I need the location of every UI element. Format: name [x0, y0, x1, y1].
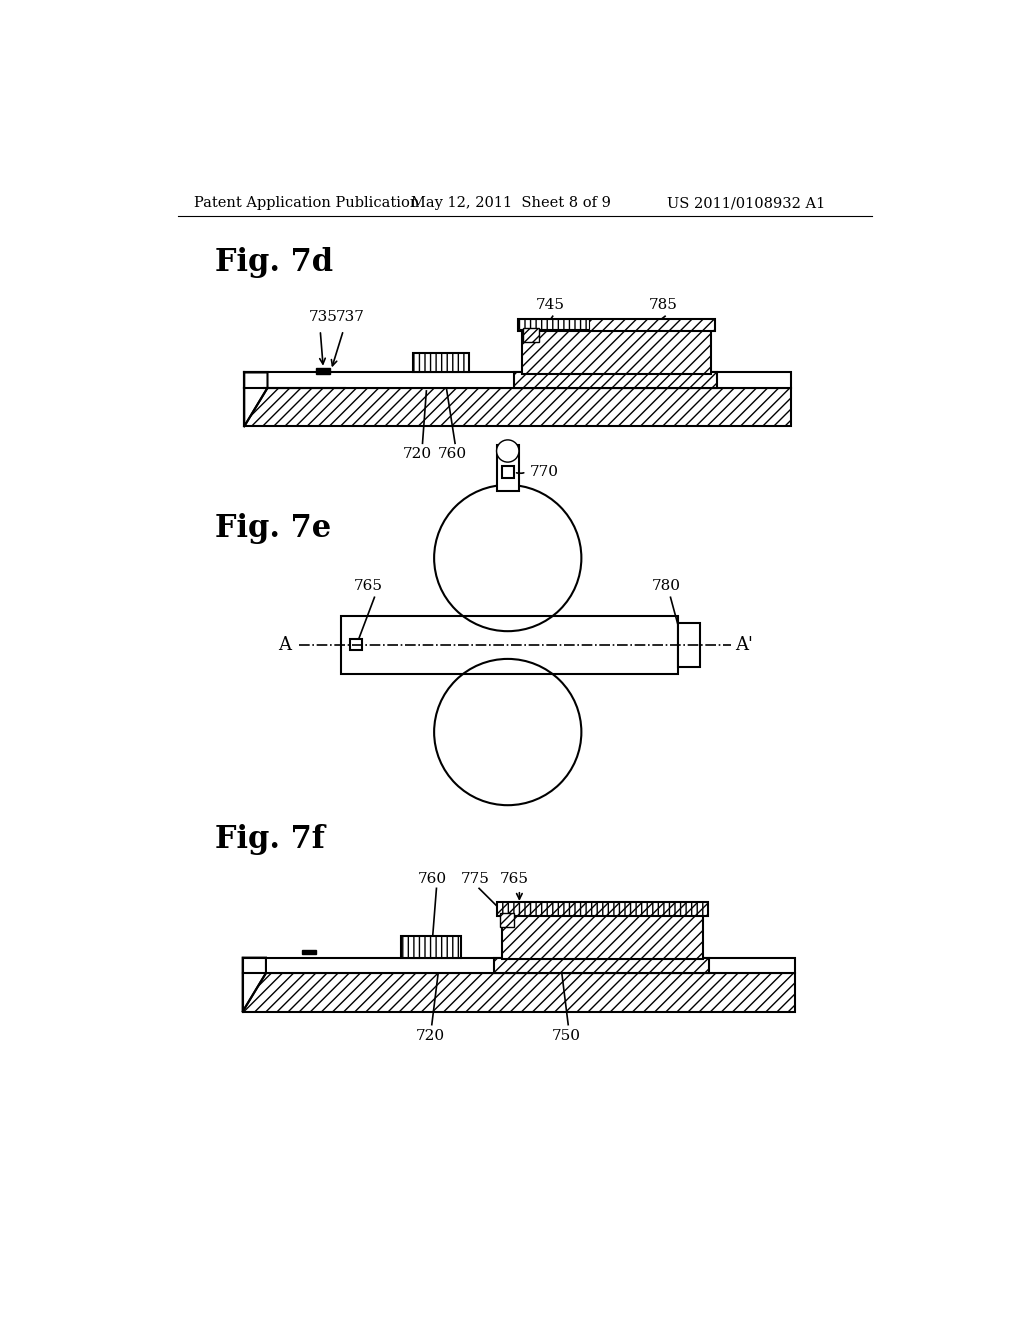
Text: 770: 770 — [529, 465, 558, 479]
Text: 745: 745 — [536, 298, 565, 313]
Bar — [414, 354, 469, 372]
Bar — [414, 354, 469, 372]
Text: 780: 780 — [652, 578, 681, 593]
Text: 720: 720 — [416, 1028, 444, 1043]
Bar — [243, 973, 795, 1011]
Text: 750: 750 — [551, 1028, 581, 1043]
Bar — [245, 388, 791, 426]
Bar — [497, 445, 518, 491]
Text: 765: 765 — [353, 578, 383, 593]
Bar — [302, 950, 316, 954]
Text: Patent Application Publication: Patent Application Publication — [194, 197, 419, 210]
Text: A: A — [278, 636, 291, 653]
Text: 785: 785 — [648, 298, 677, 313]
Bar — [518, 318, 715, 331]
Bar — [315, 368, 330, 374]
Bar — [400, 936, 461, 958]
Bar — [518, 318, 715, 331]
Bar — [514, 372, 717, 388]
Bar — [521, 330, 711, 374]
Bar — [494, 958, 710, 973]
Text: 760: 760 — [418, 873, 447, 886]
Bar — [245, 388, 791, 426]
Circle shape — [498, 441, 518, 462]
Text: Fig. 7e: Fig. 7e — [215, 512, 331, 544]
Bar — [350, 639, 362, 651]
Text: US 2011/0108932 A1: US 2011/0108932 A1 — [667, 197, 825, 210]
Bar — [499, 903, 707, 916]
Text: A': A' — [735, 636, 753, 653]
Polygon shape — [245, 372, 267, 426]
Bar — [678, 623, 700, 667]
Bar — [341, 615, 678, 675]
Bar — [245, 372, 791, 388]
Bar — [497, 903, 708, 916]
Text: May 12, 2011  Sheet 8 of 9: May 12, 2011 Sheet 8 of 9 — [411, 197, 610, 210]
Polygon shape — [243, 958, 266, 1011]
Text: Fig. 7d: Fig. 7d — [215, 247, 333, 277]
Text: 737: 737 — [336, 310, 365, 323]
Bar — [497, 903, 708, 916]
Bar — [523, 327, 539, 342]
Bar — [500, 913, 514, 927]
Bar — [523, 327, 539, 342]
Text: 775: 775 — [461, 873, 489, 886]
Bar — [521, 330, 711, 374]
Bar — [519, 318, 589, 330]
Bar — [500, 913, 514, 927]
Text: Fig. 7f: Fig. 7f — [215, 825, 325, 855]
Bar — [502, 915, 703, 960]
Text: 720: 720 — [402, 447, 432, 461]
Bar — [400, 936, 461, 958]
Bar — [243, 973, 795, 1011]
Bar — [243, 958, 795, 973]
Text: 735: 735 — [308, 310, 338, 323]
Bar — [519, 318, 589, 330]
Bar — [494, 958, 710, 973]
Bar — [502, 915, 703, 960]
Text: 765: 765 — [500, 873, 528, 886]
Bar — [503, 466, 514, 478]
Text: 760: 760 — [437, 447, 467, 461]
Bar — [514, 372, 717, 388]
